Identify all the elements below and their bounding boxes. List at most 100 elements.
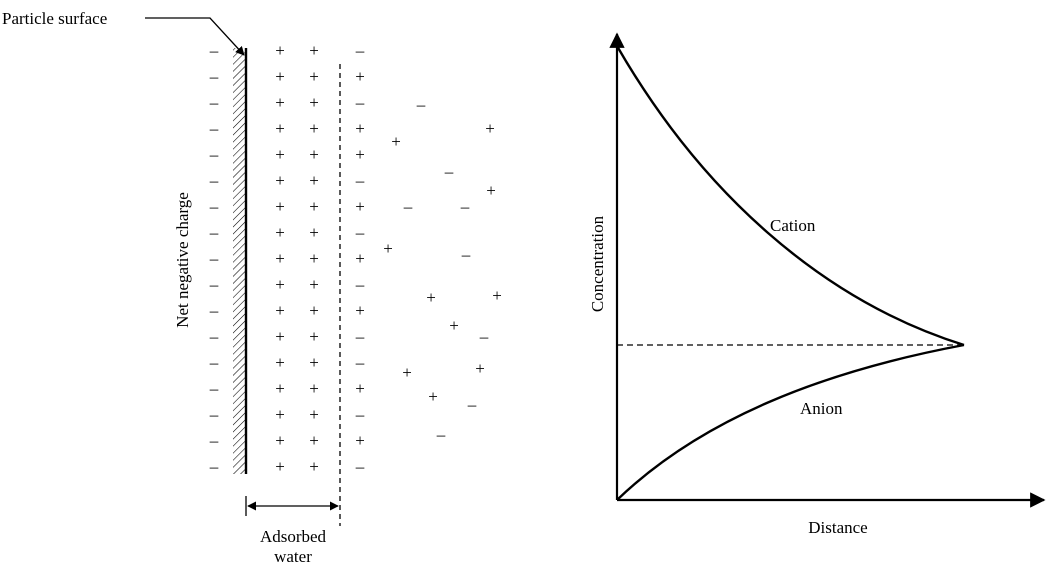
- minus-charge: –: [209, 457, 219, 476]
- plus-charge: +: [309, 379, 319, 398]
- minus-charge: –: [209, 197, 219, 216]
- plus-charge: +: [309, 249, 319, 268]
- minus-charge: –: [355, 41, 365, 60]
- plus-charge: +: [309, 119, 319, 138]
- plus-charge: +: [275, 275, 285, 294]
- plus-charge: +: [275, 379, 285, 398]
- minus-charge: –: [461, 245, 471, 264]
- minus-charge: –: [209, 379, 219, 398]
- plus-charge: +: [309, 145, 319, 164]
- plus-charge: +: [309, 457, 319, 476]
- plus-charge: +: [309, 353, 319, 372]
- minus-charge: –: [436, 425, 446, 444]
- plus-charge: +: [275, 197, 285, 216]
- minus-charge: –: [209, 93, 219, 112]
- plus-charge: +: [275, 119, 285, 138]
- plus-charge: +: [355, 379, 365, 398]
- plus-charge: +: [275, 405, 285, 424]
- anion-curve: [616, 343, 965, 501]
- minus-charge: –: [355, 223, 365, 242]
- plus-charge: +: [309, 171, 319, 190]
- plus-charge: +: [309, 301, 319, 320]
- adsorbed-cations-column-2: + + + + + + + + + + + + + + + + +: [309, 41, 319, 476]
- minus-charge: –: [355, 353, 365, 372]
- minus-charge: –: [355, 327, 365, 346]
- minus-charge: –: [209, 301, 219, 320]
- minus-charge: –: [209, 275, 219, 294]
- concentration-chart: Concentration Distance Cation Anion: [588, 32, 1046, 537]
- plus-charge: +: [275, 353, 285, 372]
- plus-charge: +: [428, 387, 438, 406]
- minus-charge: –: [355, 405, 365, 424]
- plus-charge: +: [355, 301, 365, 320]
- minus-charge: –: [444, 162, 454, 181]
- y-axis-label: Concentration: [588, 215, 607, 312]
- minus-charge: –: [209, 249, 219, 268]
- plus-charge: +: [309, 67, 319, 86]
- plus-charge: +: [309, 431, 319, 450]
- minus-charge: –: [416, 95, 426, 114]
- plus-charge: +: [355, 145, 365, 164]
- particle-surface-label: Particle surface: [2, 9, 107, 28]
- plus-charge: +: [383, 239, 393, 258]
- adsorbed-cations-column-1: + + + + + + + + + + + + + + + + +: [275, 41, 285, 476]
- minus-charge: –: [209, 223, 219, 242]
- plus-charge: +: [355, 197, 365, 216]
- plus-charge: +: [275, 223, 285, 242]
- minus-charge: –: [209, 119, 219, 138]
- plus-charge: +: [275, 457, 285, 476]
- minus-charge: –: [209, 145, 219, 164]
- plus-charge: +: [309, 223, 319, 242]
- plus-charge: +: [275, 301, 285, 320]
- plus-charge: +: [475, 359, 485, 378]
- plus-charge: +: [275, 41, 285, 60]
- particle-surface-hatch: [233, 48, 245, 474]
- diffuse-layer-ions: –++–– –++ –+ ++–+ ++ ––: [383, 95, 502, 444]
- surface-negative-charges: – – – – – – – – – – – – – – – – –: [209, 41, 219, 476]
- minus-charge: –: [460, 197, 470, 216]
- plus-charge: +: [309, 197, 319, 216]
- plus-charge: +: [309, 405, 319, 424]
- plus-charge: +: [309, 41, 319, 60]
- x-axis-label: Distance: [808, 518, 867, 537]
- plus-charge: +: [275, 249, 285, 268]
- plus-charge: +: [355, 431, 365, 450]
- plus-charge: +: [486, 181, 496, 200]
- minus-charge: –: [209, 41, 219, 60]
- plus-charge: +: [355, 67, 365, 86]
- minus-charge: –: [209, 67, 219, 86]
- plus-charge: +: [275, 93, 285, 112]
- minus-charge: –: [355, 457, 365, 476]
- plus-charge: +: [275, 431, 285, 450]
- minus-charge: –: [355, 93, 365, 112]
- plus-charge: +: [402, 363, 412, 382]
- minus-charge: –: [209, 405, 219, 424]
- plus-charge: +: [275, 171, 285, 190]
- plus-charge: +: [485, 119, 495, 138]
- double-layer-diagram: Particle surface Net negative charge –––…: [2, 9, 502, 566]
- cation-label: Cation: [770, 216, 816, 235]
- minus-charge: –: [355, 275, 365, 294]
- plus-charge: +: [275, 327, 285, 346]
- plus-charge: +: [309, 93, 319, 112]
- plus-charge: +: [355, 119, 365, 138]
- plus-charge: +: [309, 327, 319, 346]
- adsorbed-water-label-line2: water: [274, 547, 312, 566]
- outer-layer-ions: – + – + + – + – + – + – – + – + –: [355, 41, 365, 476]
- minus-charge: –: [209, 431, 219, 450]
- cation-curve: [615, 45, 965, 347]
- minus-charge: –: [209, 353, 219, 372]
- particle-surface-leader: [145, 17, 245, 56]
- plus-charge: +: [275, 145, 285, 164]
- plus-charge: +: [391, 132, 401, 151]
- anion-label: Anion: [800, 399, 843, 418]
- plus-charge: +: [355, 249, 365, 268]
- minus-charge: –: [403, 197, 413, 216]
- minus-charge: –: [467, 395, 477, 414]
- plus-charge: +: [275, 67, 285, 86]
- plus-charge: +: [426, 288, 436, 307]
- minus-charge: –: [479, 327, 489, 346]
- minus-charge: –: [209, 327, 219, 346]
- plus-charge: +: [449, 316, 459, 335]
